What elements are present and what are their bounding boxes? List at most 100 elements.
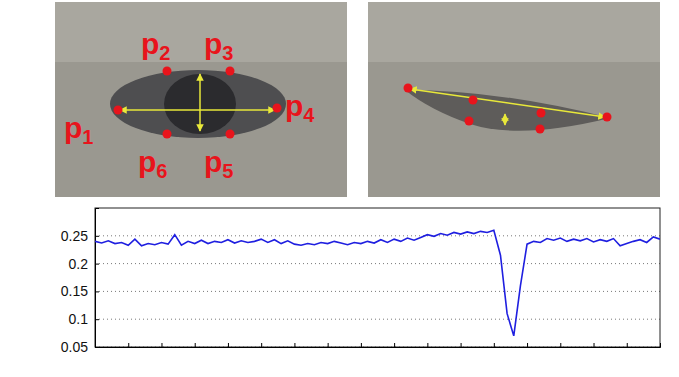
landmark-index: 6 (156, 160, 167, 182)
landmark-index: 1 (82, 126, 93, 148)
eye-open-panel: p1p2p3p4p5p6 (55, 2, 347, 197)
x-tick-mark (128, 343, 129, 347)
landmark-letter: p (204, 145, 222, 178)
x-tick-mark (394, 343, 395, 347)
y-tick: 0.15 (61, 283, 99, 299)
x-tick (560, 343, 561, 347)
grid-line (95, 319, 660, 320)
landmark (273, 104, 282, 113)
x-tick-mark (594, 343, 595, 347)
landmark (536, 125, 545, 134)
y-tick: 0.1 (69, 311, 99, 327)
landmark-label: p6 (138, 145, 167, 182)
y-tick-label: 0.2 (69, 256, 89, 272)
photo-background (368, 2, 660, 197)
eye-shape (110, 70, 286, 138)
y-axis-line (96, 209, 100, 348)
landmark-label: p5 (204, 145, 233, 182)
x-tick-mark (261, 343, 262, 347)
x-tick (527, 343, 528, 347)
eye-closed-panel (368, 2, 660, 197)
figure: p1p2p3p4p5p60.050.10.150.20.25 (0, 0, 679, 377)
y-tick-label: 0.05 (61, 339, 88, 355)
y-tick-mark (95, 236, 99, 237)
landmark (469, 96, 478, 105)
x-tick-mark (560, 343, 561, 347)
y-tick-label: 0.25 (61, 228, 88, 244)
width-arrow (120, 109, 275, 111)
iris (164, 74, 236, 134)
x-tick (328, 343, 329, 347)
landmark-letter: p (138, 145, 156, 178)
photo-background (55, 2, 347, 197)
x-tick-mark (660, 343, 661, 347)
x-tick (627, 343, 628, 347)
landmark-index: 2 (159, 42, 170, 64)
y-tick: 0.05 (61, 339, 99, 355)
x-tick (228, 343, 229, 347)
landmark (226, 130, 235, 139)
landmark (537, 109, 546, 118)
landmark (603, 113, 612, 122)
landmark-letter: p (141, 27, 159, 60)
landmark (226, 67, 235, 76)
x-tick-mark (494, 343, 495, 347)
x-tick (161, 343, 162, 347)
x-axis-line (96, 343, 661, 348)
landmark (404, 84, 413, 93)
x-tick (195, 343, 196, 347)
x-axis (96, 343, 661, 348)
width-arrow (410, 89, 605, 117)
x-tick-mark (527, 343, 528, 347)
x-tick (261, 343, 262, 347)
landmark-index: 4 (303, 104, 315, 126)
y-axis: 0.05 0.1 0.15 0.2 0.25 (61, 209, 99, 355)
grid-line (95, 291, 660, 292)
landmark-letter: p (64, 111, 82, 144)
height-arrow (199, 74, 201, 131)
x-tick-mark (328, 343, 329, 347)
height-arrow (504, 114, 506, 125)
grid (95, 236, 660, 347)
marks (95, 230, 660, 336)
landmark (163, 67, 172, 76)
x-tick (461, 343, 462, 347)
plot-frame (95, 208, 660, 347)
x-tick (427, 343, 428, 347)
landmark (114, 106, 123, 115)
y-tick-mark (95, 319, 99, 320)
y-tick: 0.25 (61, 228, 99, 244)
photo-brow (55, 2, 347, 62)
photo-brow (368, 2, 660, 62)
landmark (465, 117, 474, 126)
data-line (95, 230, 660, 336)
y-tick-mark (95, 291, 99, 292)
x-tick (361, 343, 362, 347)
x-tick (95, 343, 96, 347)
landmark-letter: p (285, 89, 303, 122)
landmark-index: 3 (222, 42, 233, 64)
landmark-label: p3 (204, 27, 233, 64)
x-tick (394, 343, 395, 347)
x-tick-mark (627, 343, 628, 347)
x-tick-mark (228, 343, 229, 347)
chart: 0.05 0.1 0.15 0.2 0.25 (61, 208, 661, 355)
y-tick-label: 0.15 (61, 283, 88, 299)
grid-line (95, 235, 660, 236)
x-tick-mark (161, 343, 162, 347)
x-tick (128, 343, 129, 347)
x-tick (660, 343, 661, 347)
x-tick-mark (361, 343, 362, 347)
x-tick-mark (461, 343, 462, 347)
landmark-label: p4 (285, 89, 315, 126)
x-tick-mark (294, 343, 295, 347)
landmark-index: 5 (222, 160, 233, 182)
landmark-label: p1 (64, 111, 93, 148)
y-tick-mark (95, 264, 99, 265)
x-tick (594, 343, 595, 347)
x-tick-mark (95, 343, 96, 347)
x-tick-mark (195, 343, 196, 347)
x-tick (494, 343, 495, 347)
grid-line (95, 263, 660, 264)
x-tick (294, 343, 295, 347)
